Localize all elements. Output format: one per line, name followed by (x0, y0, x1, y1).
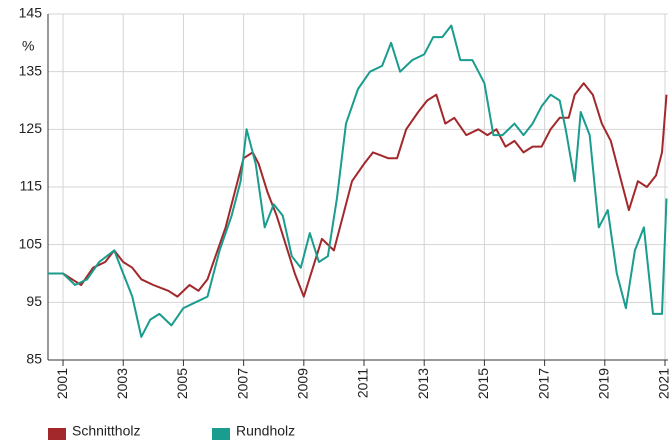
x-tick-label: 2011 (355, 368, 371, 398)
unit-label: % (22, 38, 34, 54)
x-tick-label: 2019 (595, 368, 611, 399)
y-tick-label: 145 (19, 5, 43, 21)
y-tick-label: 135 (19, 62, 43, 78)
line-series (48, 24, 668, 338)
x-tick-label: 2009 (295, 368, 311, 399)
y-tick-label: 85 (26, 351, 42, 367)
line-series (48, 82, 668, 298)
legend-swatch (48, 428, 66, 440)
legend-label: Rundholz (236, 423, 295, 439)
x-tick-label: 2013 (415, 368, 431, 399)
x-tick-label: 2003 (114, 368, 130, 399)
y-tick-label: 125 (19, 120, 43, 136)
legend-label: Schnittholz (72, 423, 140, 439)
x-tick-label: 2017 (535, 368, 551, 399)
x-tick-label: 2001 (54, 368, 70, 399)
legend-swatch (212, 428, 230, 440)
y-tick-label: 95 (26, 293, 42, 309)
x-tick-label: 2021 (656, 368, 672, 399)
y-tick-label: 115 (20, 178, 43, 194)
x-tick-label: 2015 (475, 368, 491, 399)
y-tick-label: 105 (19, 235, 43, 251)
x-tick-label: 2005 (174, 368, 190, 399)
x-tick-label: 2007 (234, 368, 250, 399)
